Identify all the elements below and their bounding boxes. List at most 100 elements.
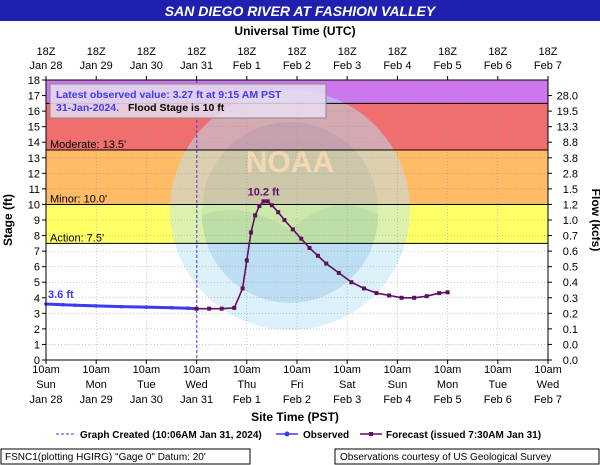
bottom-tick-time: 10am bbox=[233, 364, 261, 376]
left-tick-label: 16 bbox=[28, 106, 40, 118]
footer-left: FSNC1(plotting HGIRG) "Gage 0" Datum: 20… bbox=[5, 452, 206, 463]
bottom-tick-time: 10am bbox=[183, 364, 211, 376]
left-tick-label: 12 bbox=[28, 168, 40, 180]
bottom-tick-date: Feb 6 bbox=[484, 394, 512, 406]
right-tick-label: 3.8 bbox=[563, 153, 578, 165]
chart-title: SAN DIEGO RIVER AT FASHION VALLEY bbox=[165, 3, 437, 19]
forecast-point bbox=[437, 291, 442, 296]
top-tick-time: 18Z bbox=[237, 46, 256, 58]
noaa-logo-watermark: NOAA bbox=[170, 90, 410, 330]
top-tick-date: Jan 31 bbox=[180, 60, 213, 72]
left-tick-label: 13 bbox=[28, 153, 40, 165]
forecast-point bbox=[445, 290, 450, 295]
bottom-tick-time: 10am bbox=[534, 364, 562, 376]
right-tick-label: 0.2 bbox=[563, 308, 578, 320]
bottom-tick-day: Wed bbox=[185, 379, 207, 391]
forecast-point bbox=[349, 280, 354, 285]
bottom-tick-day: Mon bbox=[85, 379, 106, 391]
bottom-axis-title: Site Time (PST) bbox=[251, 410, 339, 424]
right-tick-label: 1.5 bbox=[563, 184, 578, 196]
latest-value-line1: Latest observed value: 3.27 ft at 9:15 A… bbox=[56, 89, 282, 101]
top-tick-time: 18Z bbox=[187, 46, 206, 58]
forecast-point bbox=[424, 294, 429, 299]
left-tick-label: 10 bbox=[28, 199, 40, 211]
threshold-label-minor: Minor: 10.0' bbox=[50, 193, 107, 205]
start-value-label: 3.6 ft bbox=[48, 289, 74, 301]
bottom-tick-day: Sat bbox=[339, 379, 356, 391]
top-tick-date: Feb 6 bbox=[484, 60, 512, 72]
bottom-tick-date: Jan 31 bbox=[180, 394, 213, 406]
observed-point bbox=[119, 304, 124, 309]
right-axis-ticks: 0.0 0.0 0.1 0.2 0.3 0.4 0.5 0.6 0.7 1.0 1.2 1.5 2.8 3… bbox=[548, 91, 578, 367]
bottom-tick-date: Feb 1 bbox=[233, 394, 261, 406]
left-tick-label: 15 bbox=[28, 122, 40, 134]
top-tick-date: Feb 7 bbox=[534, 60, 562, 72]
left-tick-label: 6 bbox=[34, 262, 40, 274]
left-tick-label: 2 bbox=[34, 324, 40, 336]
top-tick-date: Feb 1 bbox=[233, 60, 261, 72]
left-tick-label: 0 bbox=[34, 355, 40, 367]
right-tick-label: 0.0 bbox=[563, 339, 578, 351]
top-tick-time: 18Z bbox=[388, 46, 407, 58]
right-tick-label: 1.0 bbox=[563, 215, 578, 227]
bottom-tick-day: Tue bbox=[489, 379, 508, 391]
forecast-point bbox=[269, 203, 274, 208]
left-tick-label: 9 bbox=[34, 215, 40, 227]
bottom-tick-date: Jan 30 bbox=[130, 394, 163, 406]
top-tick-time: 18Z bbox=[338, 46, 357, 58]
top-tick-date: Jan 30 bbox=[130, 60, 163, 72]
left-tick-label: 1 bbox=[34, 339, 40, 351]
left-tick-label: 8 bbox=[34, 231, 40, 243]
bottom-tick-time: 10am bbox=[133, 364, 161, 376]
bottom-tick-time: 10am bbox=[283, 364, 311, 376]
top-tick-date: Jan 29 bbox=[80, 60, 113, 72]
bottom-tick-date: Feb 2 bbox=[283, 394, 311, 406]
latest-value-date: 31-Jan-2024. bbox=[56, 102, 119, 114]
observed-point bbox=[73, 303, 78, 308]
forecast-point bbox=[336, 270, 341, 275]
legend-created-label: Graph Created (10:06AM Jan 31, 2024) bbox=[80, 430, 262, 441]
forecast-point bbox=[240, 286, 245, 291]
bottom-tick-day: Mon bbox=[437, 379, 458, 391]
right-tick-label: 0.4 bbox=[563, 277, 578, 289]
forecast-point bbox=[361, 286, 366, 291]
left-tick-label: 7 bbox=[34, 246, 40, 258]
bottom-tick-time: 10am bbox=[82, 364, 110, 376]
left-tick-label: 5 bbox=[34, 277, 40, 289]
right-tick-label: 0.3 bbox=[563, 293, 578, 305]
title-bar bbox=[0, 0, 600, 21]
right-axis-title: Flow (kcfs) bbox=[589, 189, 600, 252]
bottom-tick-date: Feb 3 bbox=[333, 394, 361, 406]
right-tick-label: 0.7 bbox=[563, 231, 578, 243]
forecast-point bbox=[282, 218, 287, 222]
threshold-label-action: Action: 7.5' bbox=[50, 232, 104, 244]
latest-value-box: Latest observed value: 3.27 ft at 9:15 A… bbox=[49, 83, 327, 119]
bottom-tick-day: Tue bbox=[137, 379, 156, 391]
right-tick-label: 0.5 bbox=[563, 262, 578, 274]
right-tick-label: 0.0 bbox=[563, 355, 578, 367]
bottom-tick-day: Thu bbox=[237, 379, 256, 391]
observed-point bbox=[186, 306, 191, 311]
right-tick-label: 0.1 bbox=[563, 324, 578, 336]
left-tick-label: 3 bbox=[34, 308, 40, 320]
bottom-tick-date: Jan 28 bbox=[29, 394, 62, 406]
bottom-tick-date: Jan 29 bbox=[80, 394, 113, 406]
right-tick-label: 2.8 bbox=[563, 168, 578, 180]
top-axis-ticks: 18Z Jan 28 18Z Jan 29 18Z Jan 30 18Z Jan 31 18Z F… bbox=[29, 46, 562, 80]
bottom-tick-date: Feb 7 bbox=[534, 394, 562, 406]
forecast-point bbox=[399, 295, 404, 300]
bottom-tick-time: 10am bbox=[484, 364, 512, 376]
forecast-point bbox=[387, 293, 392, 298]
left-tick-label: 14 bbox=[28, 137, 40, 149]
forecast-point bbox=[315, 253, 320, 258]
bottom-tick-time: 10am bbox=[384, 364, 412, 376]
left-tick-label: 11 bbox=[29, 184, 40, 196]
left-tick-label: 18 bbox=[28, 75, 40, 87]
svg-text:NOAA: NOAA bbox=[246, 146, 334, 179]
footer-right: Observations courtesy of US Geological S… bbox=[340, 452, 551, 463]
forecast-point bbox=[244, 258, 249, 263]
threshold-label-moderate: Moderate: 13.5' bbox=[50, 139, 126, 151]
legend-observed-label: Observed bbox=[303, 430, 349, 441]
